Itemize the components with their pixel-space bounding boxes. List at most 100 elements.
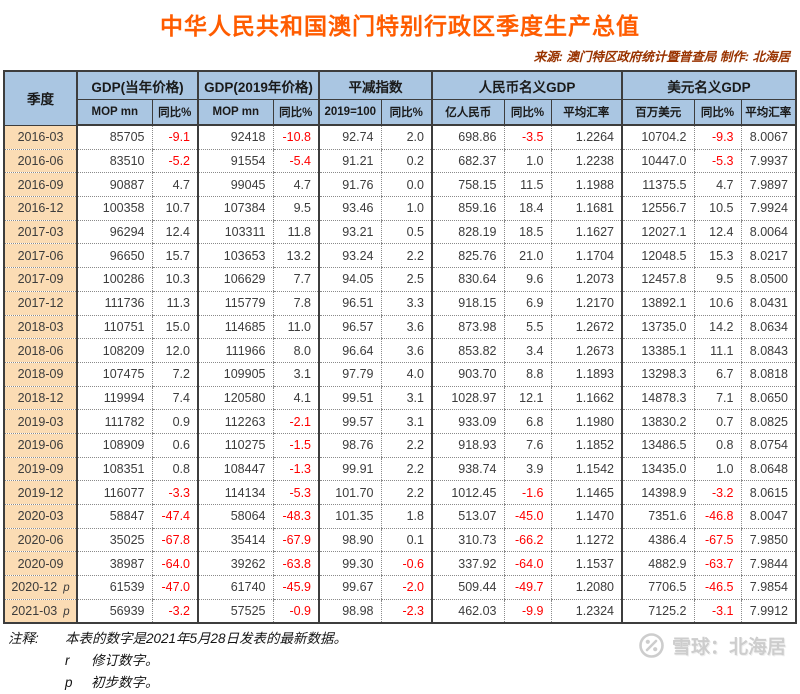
table-row: 2016-12 100358 10.7 107384 9.5 93.46 1.0 859.16… [4,196,796,221]
value-cell: 96.51 [318,291,381,316]
table-row: 2016-03 85705 -9.1 92418 -10.8 92.74 2.0 698.86… [4,125,796,150]
value-cell: 18.4 [503,196,551,221]
value-cell: 92.74 [318,125,381,150]
value-cell: 8.0648 [740,457,796,482]
value-cell: 13830.2 [621,409,694,434]
value-cell: 830.64 [431,267,504,292]
value-cell: 2.2 [380,243,432,269]
value-cell: -46.8 [693,504,741,529]
quarter-label: 2020-09 [17,556,64,571]
value-cell: 1.2170 [550,291,622,316]
value-cell: 918.15 [431,291,504,316]
value-cell: 11.0 [272,315,319,340]
page-title: 中华人民共和国澳门特别行政区季度生产总值 [160,13,640,39]
value-cell: -9.3 [693,125,741,150]
value-cell: 39262 [197,551,273,577]
value-cell: 3.4 [503,338,551,363]
table-row: 2020-06 35025 -67.8 35414 -67.9 98.90 0.1 310.7… [4,528,796,553]
quarter-label: 2019-06 [17,438,64,453]
value-cell: -45.0 [503,504,551,529]
value-cell: 21.0 [503,243,551,269]
quarter-label: 2019-12 [17,485,64,500]
value-cell: 93.46 [318,196,381,221]
value-cell: 12027.1 [621,220,694,245]
value-cell: 8.0047 [740,504,796,529]
value-cell: 106629 [197,267,273,292]
quarter-cell: 2018-12 [4,386,77,411]
value-cell: 7.2 [151,362,198,387]
watermark-text: 雪球：北海居 [671,637,786,658]
value-cell: 0.0 [380,172,432,198]
value-cell: 109905 [197,362,273,387]
value-cell: 828.19 [431,220,504,245]
value-cell: 4882.9 [621,551,694,577]
table-row: 2018-03 110751 15.0 114685 11.0 96.57 3.6 873.9… [4,315,796,340]
source-credit: 来源: 澳门特区政府统计暨普查局 制作: 北海居 [533,50,790,64]
gdp-table: 季度 GDP(当年价格) GDP(2019年价格) 平减指数 人民币名义GDP … [3,70,797,625]
value-cell: 8.0431 [740,291,796,316]
quarter-cell: 2018-09 [4,362,77,387]
sub-header: 亿人民币 [431,99,505,126]
note-text: 本表的数字是2021年5月28日发表的最新数据。 [65,631,348,647]
preliminary-flag: p [63,606,70,619]
value-cell: 2.2 [380,433,432,458]
value-cell: 7.6 [503,433,551,458]
value-cell: 337.92 [431,551,504,577]
value-cell: 1012.45 [431,480,504,505]
quarter-cell: 2020-06 [4,528,77,553]
value-cell: 61740 [197,575,273,600]
quarter-cell: 2017-12 [4,291,77,316]
value-cell: 13435.0 [621,457,694,482]
quarter-cell: 2020-03 [4,504,77,529]
quarter-cell: 2019-12 [4,480,77,505]
value-cell: -5.3 [272,480,319,505]
value-cell: 12.4 [151,220,198,245]
value-cell: 112263 [197,409,273,434]
value-cell: 7.9912 [740,599,796,624]
value-cell: 1.2073 [550,267,622,292]
value-cell: 0.9 [151,409,198,434]
value-cell: 110751 [76,315,152,340]
value-cell: 99.57 [318,409,381,434]
value-cell: 7.9937 [740,149,796,174]
value-cell: 7.9854 [740,575,796,600]
value-cell: 7.9844 [740,551,796,577]
value-cell: 94.05 [318,267,381,292]
sub-header: 同比% [693,99,742,126]
quarter-cell: 2016-06 [4,149,77,174]
value-cell: 99.30 [318,551,381,577]
note-key-p: p [65,675,73,691]
value-cell: -2.3 [380,599,432,624]
value-cell: 8.0754 [740,433,796,458]
value-cell: 13385.1 [621,338,694,363]
quarter-label: 2017-06 [17,248,64,263]
value-cell: 9.6 [503,267,551,292]
value-cell: 8.0825 [740,409,796,434]
value-cell: 99.67 [318,575,381,600]
table-row: 2019-09 108351 0.8 108447 -1.3 99.91 2.2 938.74… [4,457,796,482]
value-cell: 8.0217 [740,243,796,269]
value-cell: 12.4 [693,220,741,245]
quarter-label: 2020-03 [17,509,64,524]
value-cell: 90887 [76,172,152,198]
value-cell: -67.8 [151,528,198,553]
value-cell: 97.79 [318,362,381,387]
value-cell: 12048.5 [621,243,694,269]
quarter-cell: 2018-06 [4,338,77,363]
value-cell: 56939 [76,599,152,624]
value-cell: 15.7 [151,243,198,269]
value-cell: -67.5 [693,528,741,553]
value-cell: 12.0 [151,338,198,363]
table-row: 2020-03 58847 -47.4 58064 -48.3 101.35 1.8 513.… [4,504,796,529]
value-cell: -3.5 [503,125,551,150]
value-cell: -67.9 [272,528,319,553]
value-cell: 8.0067 [740,125,796,150]
value-cell: -3.3 [151,480,198,505]
quarter-label: 2020-06 [17,533,64,548]
note-text-p: 初步数字。 [91,675,159,691]
value-cell: -45.9 [272,575,319,600]
value-cell: 1.1988 [550,172,622,198]
table-row: 2018-06 108209 12.0 111966 8.0 96.64 3.6 853.82… [4,338,796,363]
value-cell: 10704.2 [621,125,694,150]
value-cell: 100358 [76,196,152,221]
